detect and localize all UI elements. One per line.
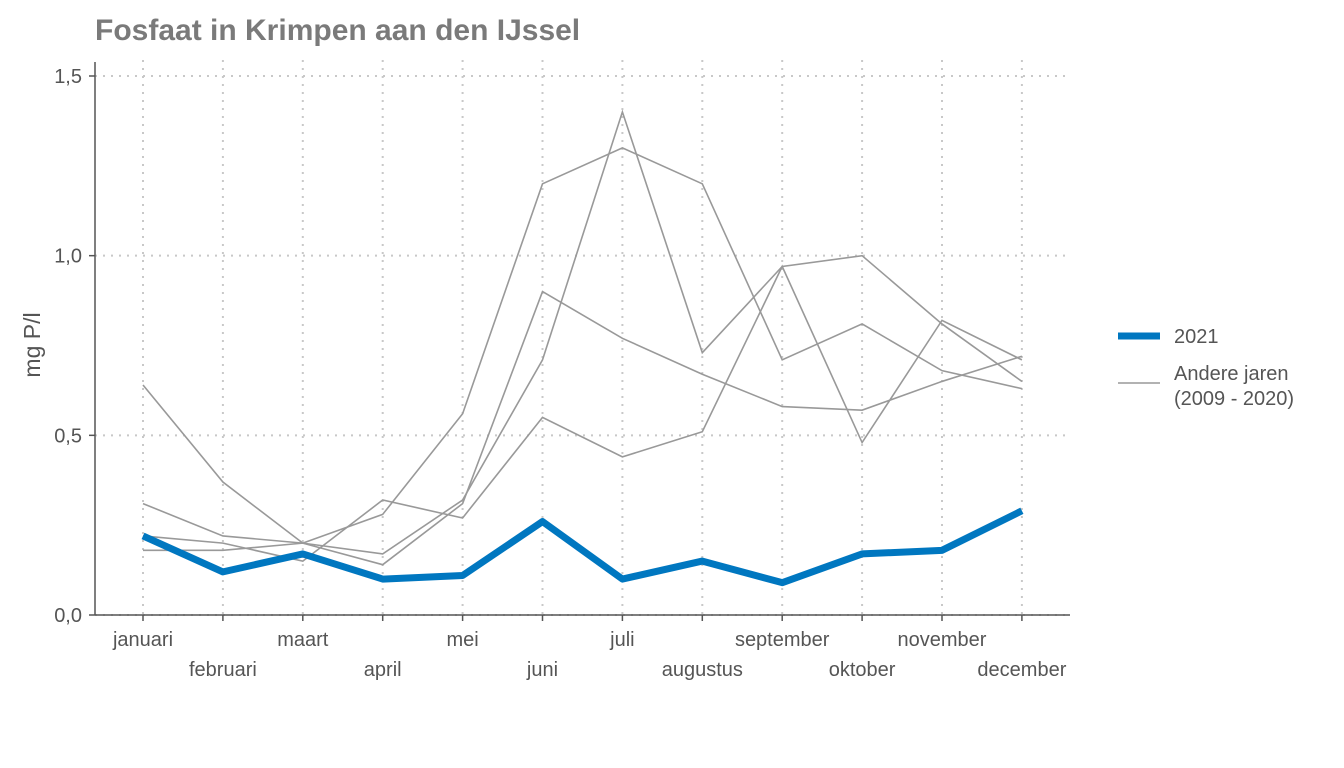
line-2021 — [141, 507, 1024, 587]
other-year-line — [142, 109, 1023, 555]
legend-label-2021: 2021 — [1174, 326, 1219, 348]
grid — [95, 60, 1068, 616]
other-years-lines — [142, 109, 1023, 566]
x-tick-label: april — [364, 659, 402, 681]
x-tick-label: december — [977, 659, 1066, 681]
y-tick-label: 0,5 — [54, 425, 82, 447]
y-tick-label: 0,0 — [54, 605, 82, 627]
x-tick-label: maart — [277, 629, 329, 651]
y-axis-label: mg P/l — [19, 312, 45, 377]
axes: 0,0 0,5 1,0 1,5 januari februari maart april mei… — [54, 62, 1070, 681]
legend-label-other-years-1: Andere jaren — [1174, 363, 1289, 385]
x-tick-label: februari — [189, 659, 257, 681]
other-year-line — [143, 290, 1023, 566]
x-tick-label: juni — [526, 659, 558, 681]
x-tick-label: september — [735, 629, 830, 651]
x-tick-label: oktober — [829, 659, 896, 681]
x-tick-label: juli — [609, 629, 634, 651]
other-year-line — [142, 264, 1023, 562]
x-tick-label: januari — [112, 629, 173, 651]
highlight-line-group — [141, 507, 1024, 587]
x-tick-label: mei — [446, 629, 478, 651]
other-year-line — [142, 146, 1023, 545]
legend: 2021 Andere jaren (2009 - 2020) — [1118, 326, 1294, 410]
y-tick-label: 1,0 — [54, 246, 82, 268]
chart-title: Fosfaat in Krimpen aan den IJssel — [95, 14, 580, 47]
x-tick-label: augustus — [662, 659, 743, 681]
legend-label-other-years-2: (2009 - 2020) — [1174, 388, 1294, 410]
y-tick-label: 1,5 — [54, 66, 82, 88]
x-tick-label: november — [898, 629, 987, 651]
